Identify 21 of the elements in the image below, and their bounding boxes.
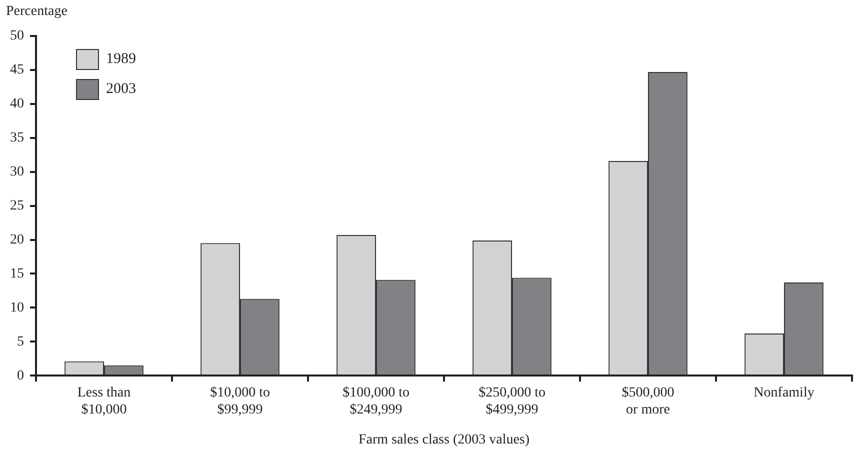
y-axis-title: Percentage xyxy=(6,4,68,20)
y-tick-label: 35 xyxy=(10,130,24,146)
x-tick-label: Less than $10,000 xyxy=(77,386,131,418)
y-tick-label: 40 xyxy=(10,96,24,112)
x-tick-label: $10,000 to $99,999 xyxy=(210,386,270,418)
x-tick-label: $100,000 to $249,999 xyxy=(342,386,410,418)
x-tick-label: Nonfamily xyxy=(754,386,814,401)
y-tick-label: 45 xyxy=(10,62,24,78)
x-tick-label: $500,000 or more xyxy=(622,386,674,418)
legend-label: 2003 xyxy=(106,80,136,98)
y-tick-label: 30 xyxy=(10,164,24,180)
y-tick-label: 5 xyxy=(17,334,24,350)
y-tick-label: 15 xyxy=(10,266,24,282)
y-tick-label: 10 xyxy=(10,300,24,316)
y-tick-label: 0 xyxy=(17,368,24,384)
x-tick-label: $250,000 to $499,999 xyxy=(478,386,546,418)
y-tick-label: 20 xyxy=(10,232,24,248)
x-axis-title: Farm sales class (2003 values) xyxy=(358,432,530,448)
y-tick-label: 25 xyxy=(10,198,24,214)
legend-label: 1989 xyxy=(106,50,136,68)
y-tick-label: 50 xyxy=(10,28,24,44)
